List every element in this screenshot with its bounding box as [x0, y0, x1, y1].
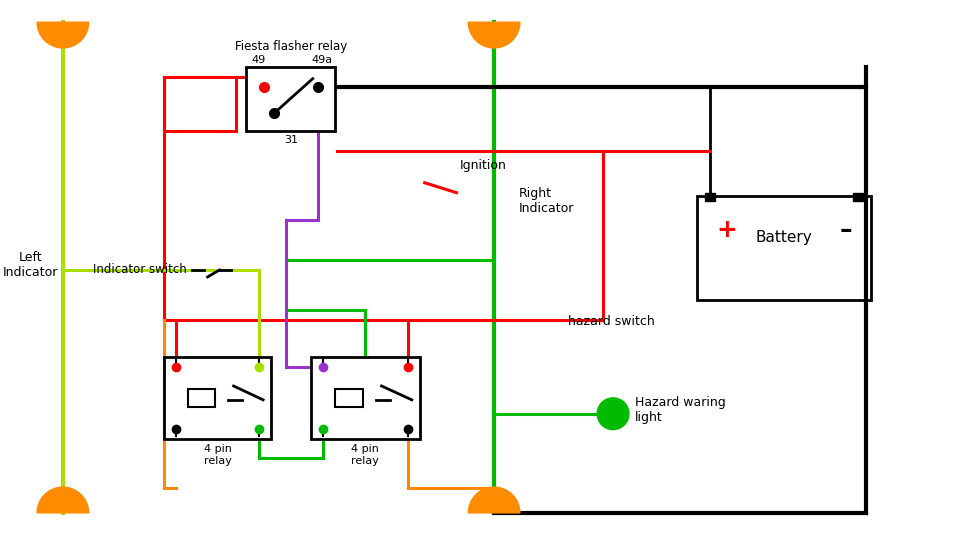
- Text: Ignition: Ignition: [460, 159, 506, 172]
- Bar: [697, 195, 871, 300]
- Text: Left
Indicator: Left Indicator: [3, 251, 58, 279]
- Bar: [852, 193, 863, 200]
- Text: 31: 31: [284, 135, 298, 145]
- Text: 49: 49: [252, 55, 266, 65]
- Wedge shape: [468, 487, 520, 513]
- Text: 49a: 49a: [311, 55, 332, 65]
- Bar: [247, 67, 335, 131]
- Text: Hazard waring
light: Hazard waring light: [635, 396, 726, 424]
- Text: Battery: Battery: [756, 230, 812, 245]
- Wedge shape: [468, 22, 520, 48]
- Wedge shape: [37, 487, 88, 513]
- Text: –: –: [840, 218, 852, 242]
- Circle shape: [597, 398, 629, 430]
- Bar: [335, 389, 363, 407]
- Text: Fiesta flasher relay: Fiesta flasher relay: [235, 40, 347, 53]
- Bar: [706, 193, 715, 200]
- Text: hazard switch: hazard switch: [568, 315, 655, 328]
- Text: 4 pin
relay: 4 pin relay: [351, 444, 379, 466]
- Text: 4 pin
relay: 4 pin relay: [204, 444, 231, 466]
- Bar: [311, 357, 420, 438]
- Text: Indicator switch: Indicator switch: [93, 264, 187, 276]
- Bar: [164, 357, 271, 438]
- Bar: [187, 389, 215, 407]
- Wedge shape: [37, 22, 88, 48]
- Text: +: +: [716, 218, 737, 242]
- Text: Right
Indicator: Right Indicator: [518, 187, 574, 214]
